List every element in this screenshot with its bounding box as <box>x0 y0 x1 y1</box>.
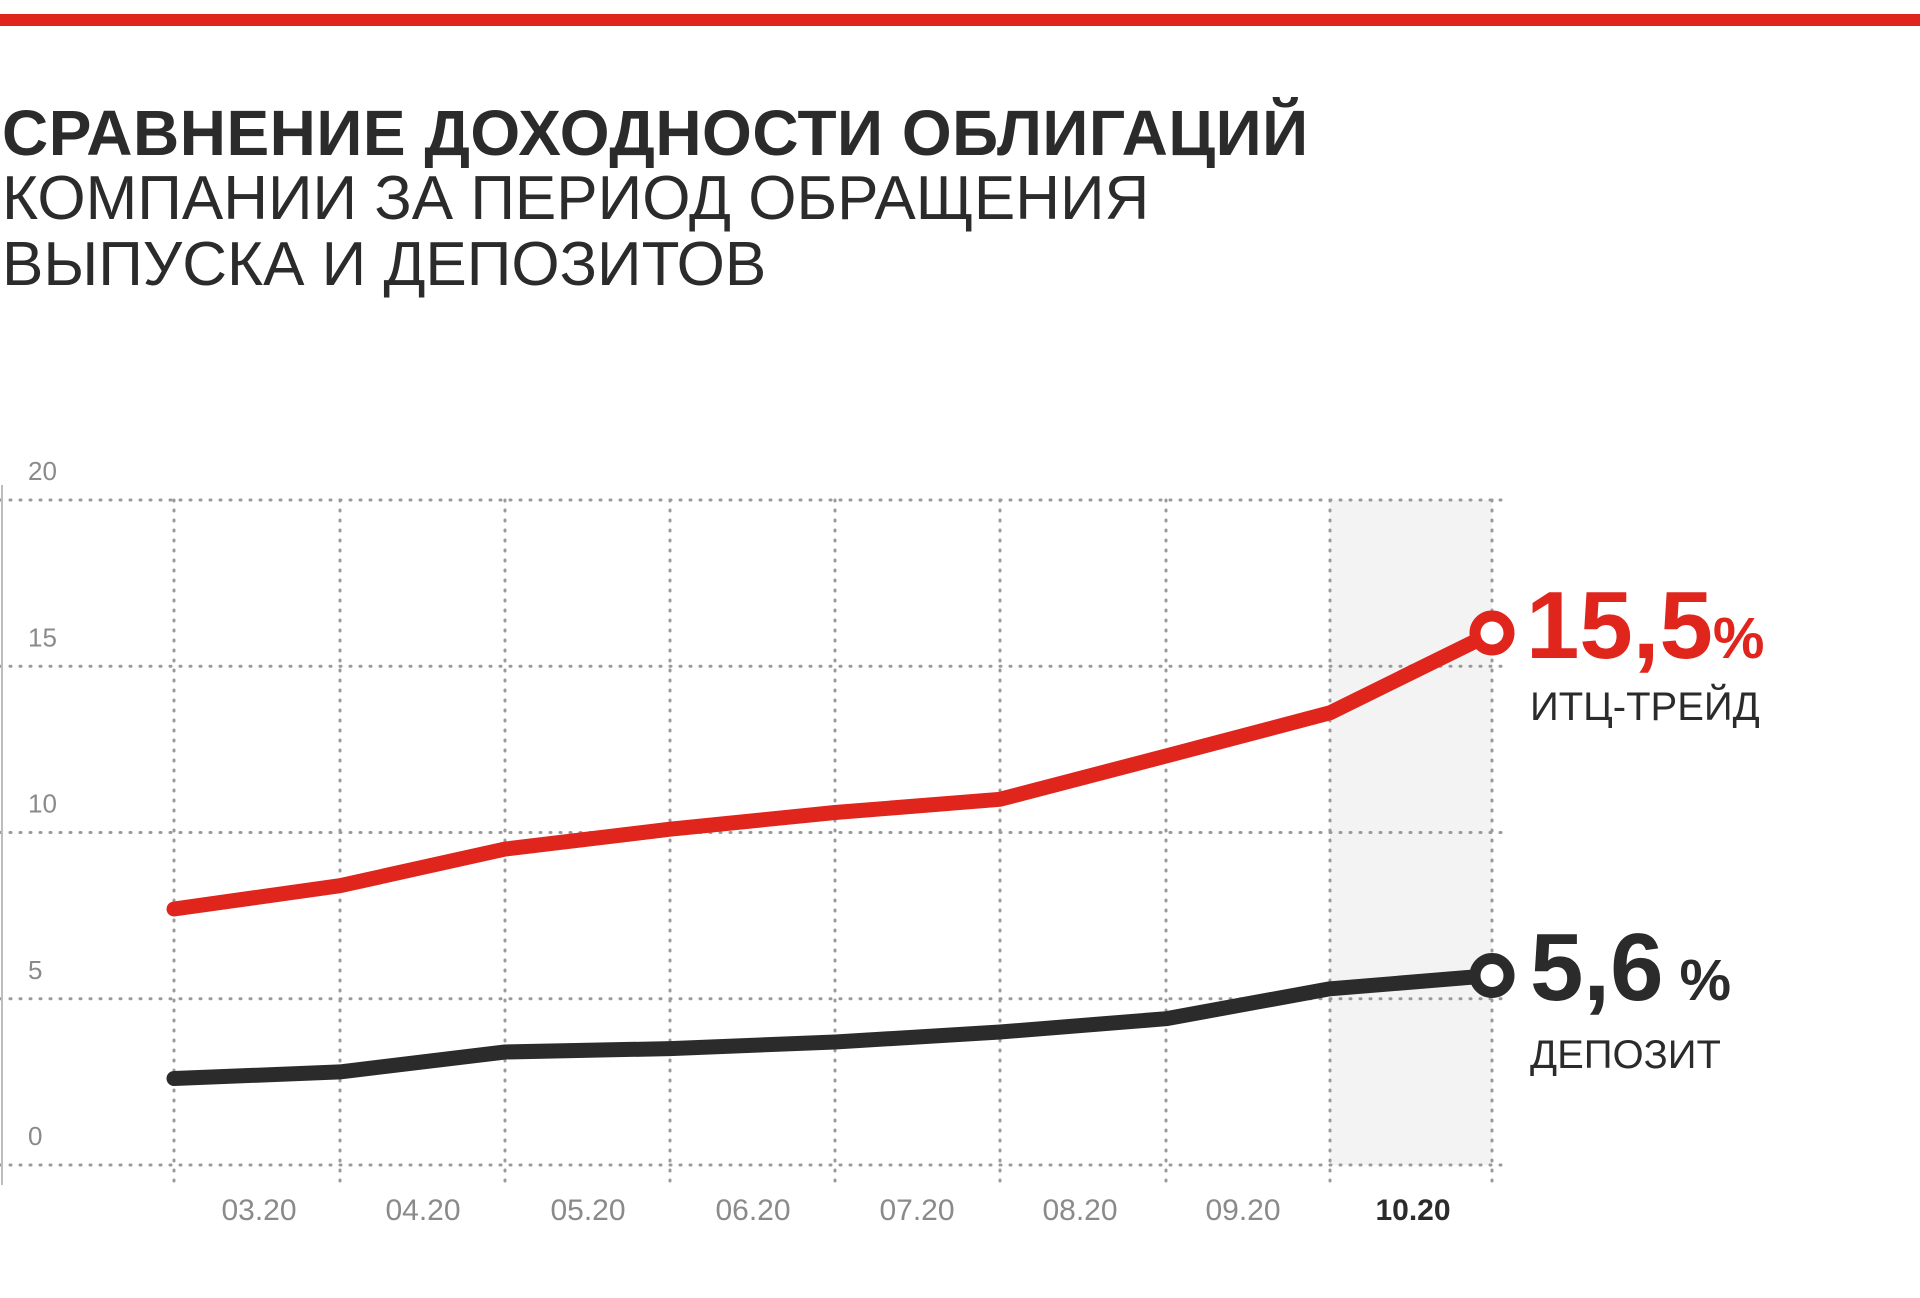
title-line-1: СРАВНЕНИЕ ДОХОДНОСТИ ОБЛИГАЦИЙ <box>2 97 1309 169</box>
series-layer <box>166 610 1515 1086</box>
series-line-2 <box>166 968 1500 1086</box>
x-axis-ticks: 03.20 04.20 05.20 06.20 07.20 08.20 09.20 10.20 <box>221 1194 1450 1227</box>
series-1-end-marker <box>1469 610 1515 656</box>
y-tick-label: 0 <box>28 1121 42 1151</box>
x-tick-label: 09.20 <box>1205 1194 1280 1227</box>
y-tick-label: 15 <box>28 622 57 652</box>
series-1-end-value: 15,5% <box>1526 572 1764 679</box>
title-line-3: ВЫПУСКА И ДЕПОЗИТОВ <box>2 230 767 299</box>
x-tick-label: 08.20 <box>1042 1194 1117 1227</box>
y-tick-label: 10 <box>28 789 57 819</box>
y-tick-label: 5 <box>28 955 42 985</box>
chart-title: СРАВНЕНИЕ ДОХОДНОСТИ ОБЛИГАЦИЙ КОМПАНИИ … <box>2 100 1309 298</box>
title-line-2: КОМПАНИИ ЗА ПЕРИОД ОБРАЩЕНИЯ <box>2 164 1150 233</box>
x-tick-label: 05.20 <box>550 1194 625 1227</box>
x-tick-label: 06.20 <box>715 1194 790 1227</box>
series-line-1 <box>166 625 1500 917</box>
x-tick-label: 07.20 <box>879 1194 954 1227</box>
end-labels-layer: 15,5%ИТЦ-ТРЕЙД 5,6 % ДЕПОЗИТ <box>1526 572 1764 1077</box>
series-2-end-value: 5,6% <box>1530 914 1731 1021</box>
x-tick-label: 03.20 <box>221 1194 296 1227</box>
y-axis-ticks: 0 5 10 15 20 <box>28 456 57 1151</box>
x-tick-label: 10.20 <box>1375 1194 1450 1227</box>
series-2-name-label: ДЕПОЗИТ <box>1530 1033 1721 1077</box>
x-tick-label: 04.20 <box>385 1194 460 1227</box>
series-2-end-marker <box>1469 952 1515 998</box>
y-tick-label: 20 <box>28 456 57 486</box>
top-accent-rule <box>0 14 1920 26</box>
series-1-name-label: ИТЦ-ТРЕЙД <box>1530 683 1760 729</box>
